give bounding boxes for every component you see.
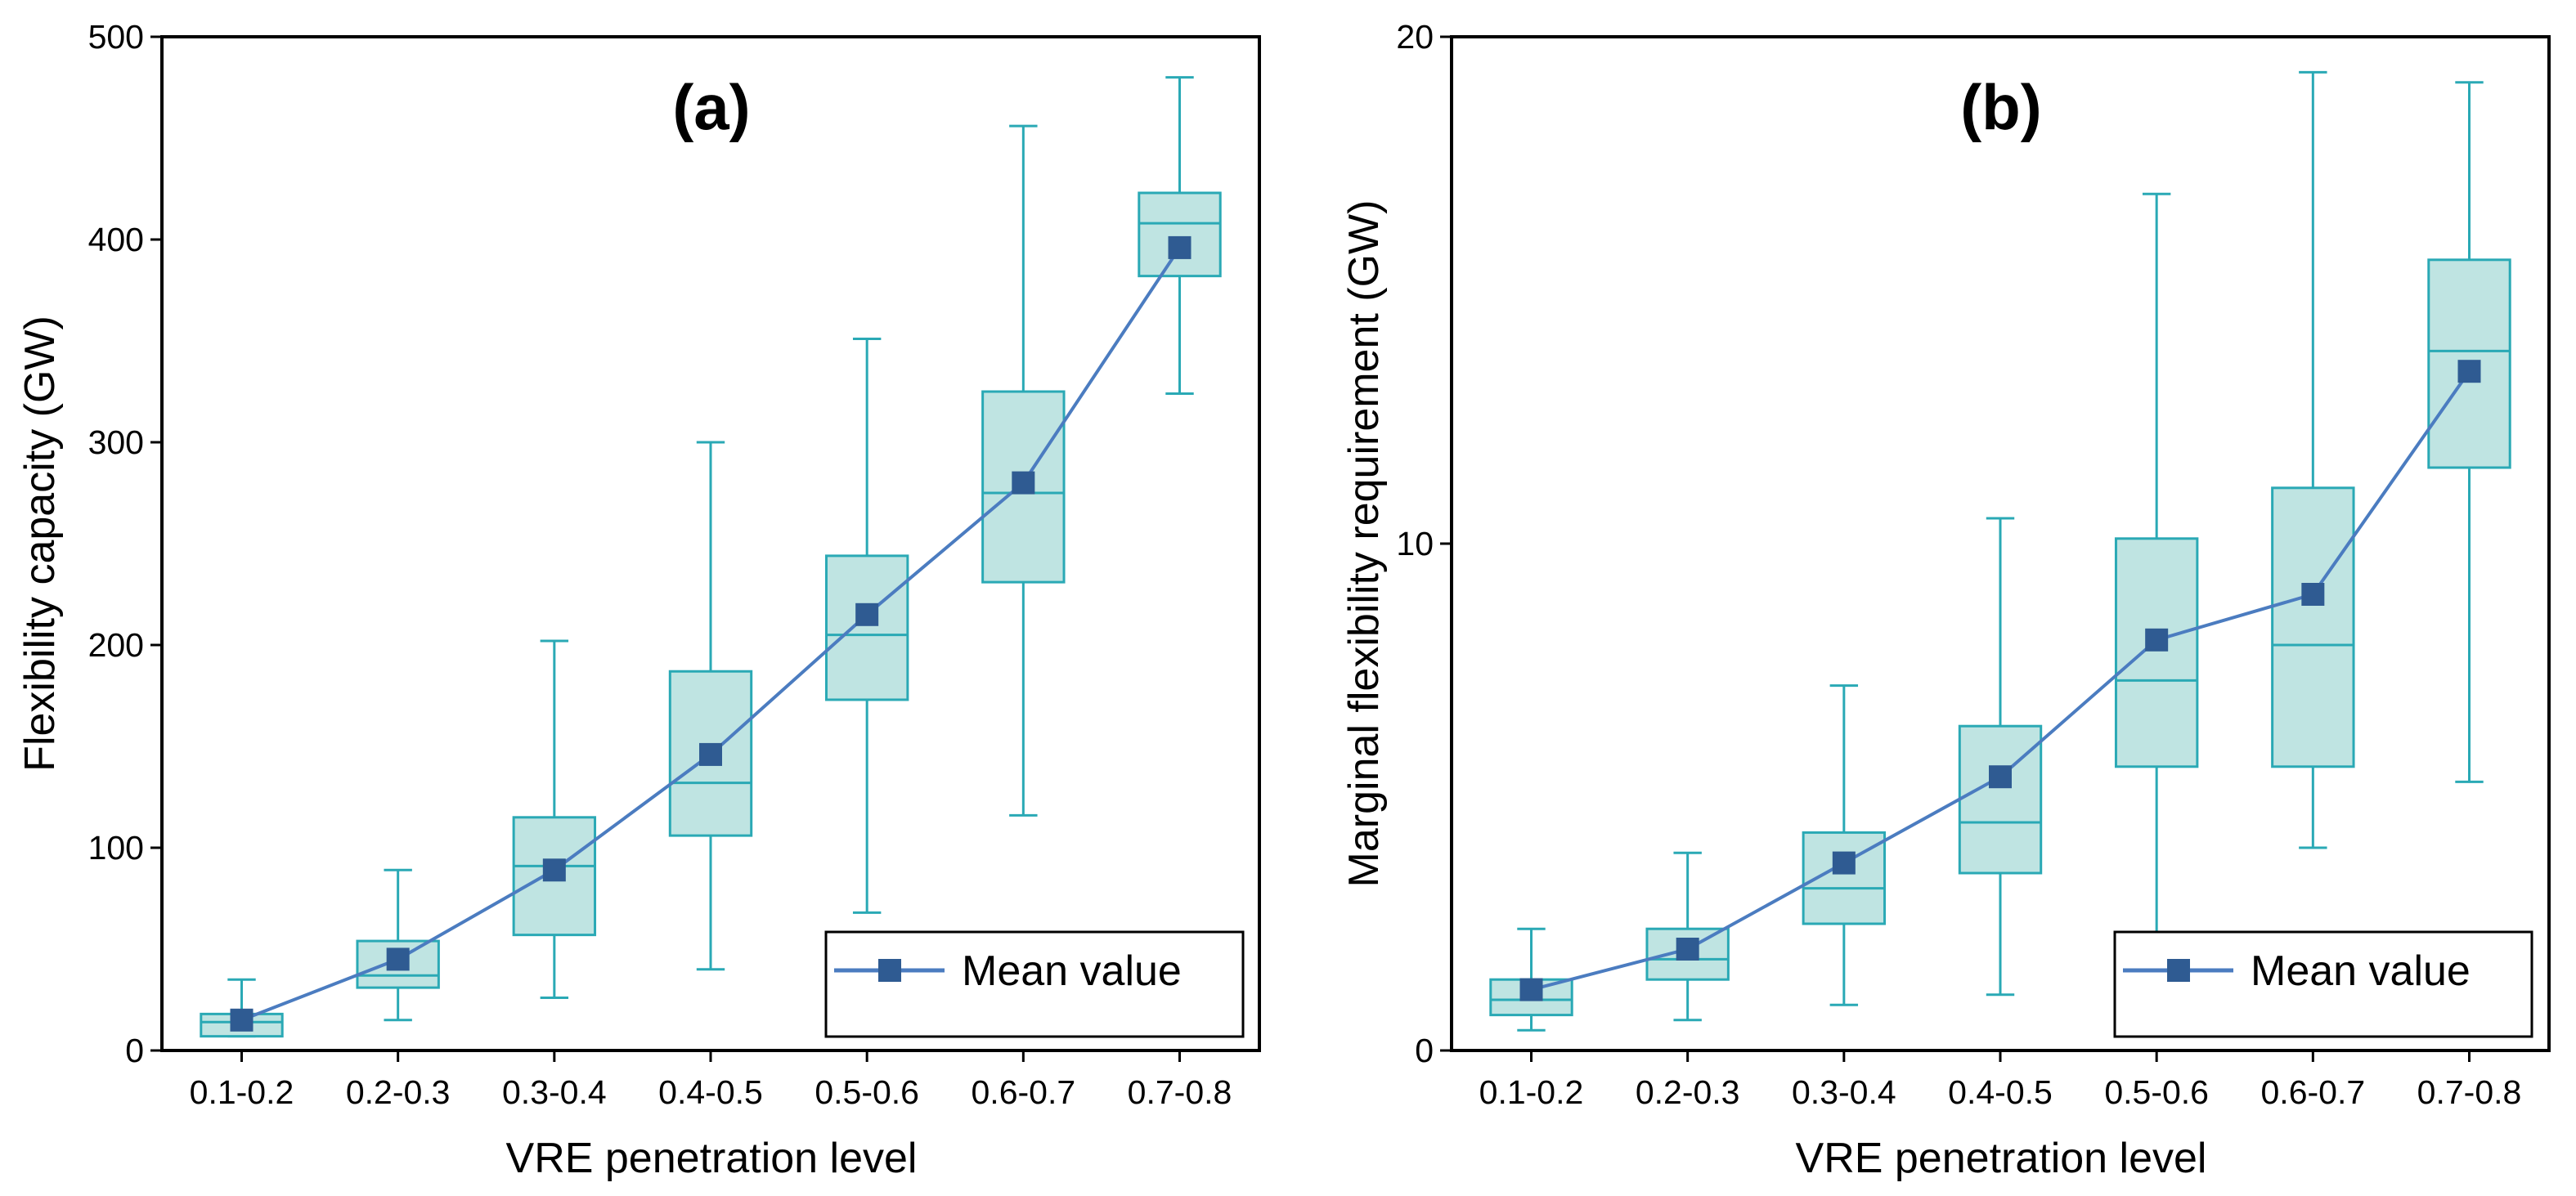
- chart-title: (a): [672, 71, 750, 143]
- x-axis-title: VRE penetration level: [506, 1135, 918, 1182]
- box-0.5-0.6: [2114, 192, 2199, 951]
- x-tick-label: 0.5-0.6: [2104, 1073, 2209, 1111]
- box-0.4-0.5: [668, 441, 753, 971]
- x-tick-label: 0.4-0.5: [1948, 1073, 2053, 1111]
- mean-marker: [855, 602, 879, 626]
- box-iqr: [2114, 537, 2199, 768]
- y-axis: 0 100 200 300 400 500: [88, 18, 162, 1069]
- box-iqr: [1958, 724, 2043, 875]
- box-iqr: [1138, 191, 1222, 278]
- mean-marker: [1832, 851, 1856, 875]
- box-0.3-0.4: [1802, 684, 1887, 1006]
- chart-panel-b: 0 10 20 0.1-0.2 0.2-0.3 0.3-0.4 0.4-0.5 0.5-0.…: [1340, 18, 2551, 1182]
- mean-marker: [2457, 360, 2481, 383]
- x-tick-label: 0.2-0.3: [346, 1073, 451, 1111]
- x-tick-label: 0.4-0.5: [658, 1073, 763, 1111]
- mean-marker: [2301, 583, 2325, 606]
- legend-label: Mean value: [962, 947, 1182, 995]
- y-tick-label: 100: [88, 829, 144, 867]
- legend-marker-swatch: [878, 959, 901, 982]
- x-axis: 0.1-0.2 0.2-0.3 0.3-0.4 0.4-0.5 0.5-0.6 0.6-0…: [1479, 1050, 2522, 1111]
- y-tick-label: 300: [88, 423, 144, 461]
- y-tick-label: 0: [125, 1032, 144, 1069]
- x-tick-label: 0.7-0.8: [1128, 1073, 1232, 1111]
- x-axis: 0.1-0.2 0.2-0.3 0.3-0.4 0.4-0.5 0.5-0.6 0.6-0…: [190, 1050, 1232, 1111]
- box-0.2-0.3: [1645, 851, 1730, 1022]
- box-0.4-0.5: [1958, 517, 2043, 997]
- legend: Mean value: [2113, 930, 2533, 1038]
- box-plots: [1489, 70, 2511, 1032]
- y-tick-label: 200: [88, 626, 144, 664]
- x-tick-label: 0.1-0.2: [1479, 1073, 1584, 1111]
- legend-label: Mean value: [2251, 947, 2471, 995]
- chart-title: (b): [1960, 71, 2042, 143]
- y-tick-label: 500: [88, 18, 144, 56]
- x-axis-title: VRE penetration level: [1796, 1135, 2207, 1182]
- legend-box: [824, 930, 1245, 1038]
- mean-marker: [1168, 235, 1192, 259]
- y-tick-label: 20: [1396, 18, 1434, 56]
- mean-marker: [1676, 938, 1699, 961]
- y-tick-label: 400: [88, 221, 144, 258]
- box-iqr: [824, 554, 909, 701]
- x-tick-label: 0.3-0.4: [1792, 1073, 1896, 1111]
- x-tick-label: 0.6-0.7: [2261, 1073, 2366, 1111]
- legend: Mean value: [824, 930, 1245, 1038]
- x-tick-label: 0.3-0.4: [502, 1073, 607, 1111]
- box-0.2-0.3: [356, 868, 440, 1022]
- mean-marker: [386, 947, 410, 971]
- box-iqr: [2271, 486, 2355, 768]
- box-0.6-0.7: [2271, 70, 2355, 849]
- box-0.7-0.8: [1138, 76, 1222, 395]
- y-tick-label: 10: [1396, 525, 1434, 562]
- mean-marker: [542, 858, 566, 882]
- x-tick-label: 0.5-0.6: [815, 1073, 919, 1111]
- x-tick-label: 0.7-0.8: [2417, 1073, 2522, 1111]
- x-tick-label: 0.6-0.7: [972, 1073, 1076, 1111]
- box-0.3-0.4: [512, 639, 597, 1000]
- box-0.6-0.7: [981, 124, 1066, 817]
- y-axis-title: Marginal flexibility requirement (GW): [1340, 200, 1388, 888]
- box-0.5-0.6: [824, 338, 909, 914]
- mean-marker: [1989, 765, 2012, 789]
- mean-series: [230, 235, 1192, 1032]
- mean-marker: [699, 742, 722, 766]
- mean-marker: [1012, 471, 1035, 495]
- box-plots: [200, 76, 1222, 1038]
- mean-series: [1519, 360, 2481, 1001]
- legend-marker-swatch: [2167, 959, 2190, 982]
- y-tick-label: 0: [1415, 1032, 1434, 1069]
- mean-marker: [230, 1008, 254, 1032]
- legend-box: [2113, 930, 2533, 1038]
- y-axis: 0 10 20: [1396, 18, 1452, 1069]
- mean-marker: [1519, 978, 1543, 1001]
- x-tick-label: 0.2-0.3: [1636, 1073, 1740, 1111]
- box-0.7-0.8: [2427, 81, 2511, 783]
- x-tick-label: 0.1-0.2: [190, 1073, 294, 1111]
- mean-marker: [2145, 628, 2169, 652]
- y-axis-title: Flexibility capacity (GW): [16, 316, 64, 772]
